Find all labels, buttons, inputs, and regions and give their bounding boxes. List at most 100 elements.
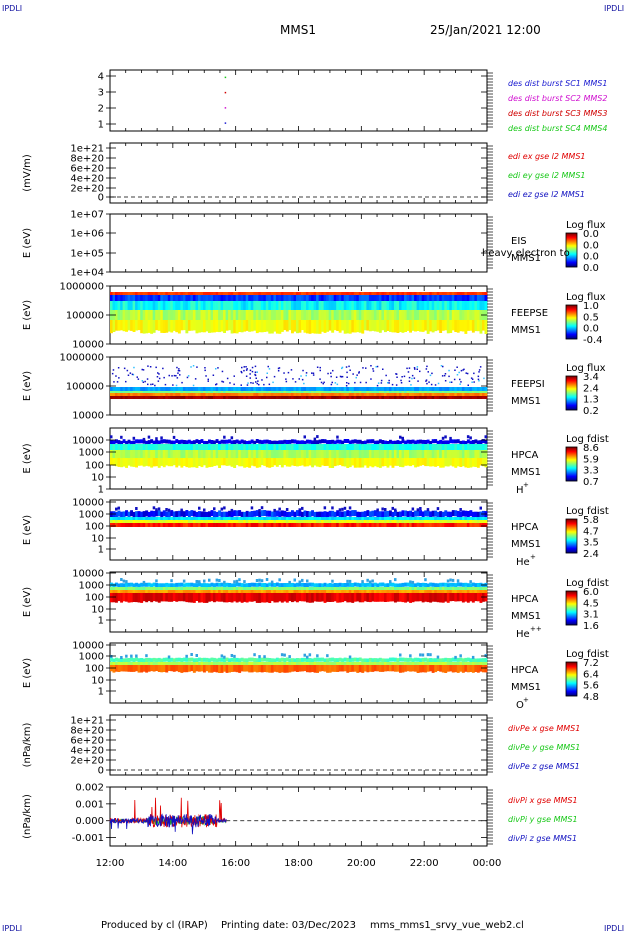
- spectrogram-cell: [341, 310, 345, 320]
- spectrogram-cell: [469, 458, 473, 468]
- spectrogram-cell: [205, 310, 209, 320]
- spectrogram-cell: [182, 292, 186, 295]
- spectrogram-cell: [316, 444, 319, 450]
- spectrogram-cell: [394, 587, 397, 590]
- spectrogram-cell: [396, 587, 400, 590]
- colorbar-step: [566, 608, 577, 610]
- spectrogram-cell: [218, 520, 221, 523]
- spectrogram-cell: [240, 590, 244, 593]
- spectrogram-cell: [451, 510, 455, 517]
- spectrogram-cell: [316, 520, 319, 523]
- spectrogram-cell: [240, 439, 244, 444]
- spectrogram-cell: [389, 510, 392, 517]
- spectrogram-cell: [482, 444, 485, 450]
- spectrogram-cell: [353, 393, 357, 396]
- hpca_h-ytick-label: 1: [98, 485, 104, 496]
- spectrogram-cell: [404, 458, 407, 466]
- spectrogram-cell: [192, 387, 196, 391]
- spectrogram-cell: [198, 506, 201, 510]
- spectrogram-cell: [268, 295, 272, 301]
- spectrogram-cell: [394, 387, 397, 391]
- spectrogram-cell: [373, 587, 377, 590]
- spectrogram-cell: [474, 387, 478, 391]
- spectrogram-cell: [110, 517, 113, 520]
- spectrogram-cell: [172, 387, 176, 391]
- spectrogram-cell: [436, 295, 440, 301]
- spectrogram-cell: [122, 310, 126, 320]
- spectrogram-dot: [355, 376, 357, 379]
- divpe-ytick-label: 6e+20: [70, 736, 104, 747]
- spectrogram-cell: [318, 444, 322, 450]
- spectrogram-cell: [182, 440, 186, 444]
- spectrogram-cell: [293, 387, 297, 391]
- spectrogram-dot: [470, 377, 473, 379]
- colorbar-step: [566, 397, 577, 399]
- colorbar-step: [566, 604, 577, 606]
- spectrogram-cell: [384, 523, 387, 527]
- spectrogram-cell: [263, 439, 267, 444]
- spectrogram-cell: [396, 440, 400, 445]
- spectrogram-cell: [265, 578, 269, 581]
- spectrogram-cell: [306, 593, 309, 603]
- spectrogram-cell: [399, 583, 402, 588]
- spectrogram-cell: [416, 301, 420, 310]
- spectrogram-cell: [195, 583, 199, 588]
- colorbar-step: [566, 469, 577, 471]
- spectrogram-cell: [208, 587, 211, 590]
- spectrogram-cell: [361, 582, 365, 587]
- spectrogram-cell: [160, 517, 164, 520]
- spectrogram-cell: [378, 310, 382, 320]
- spectrogram-cell: [331, 301, 335, 310]
- spectrogram-cell: [411, 580, 415, 584]
- spectrogram-cell: [306, 590, 309, 593]
- colorbar-step: [566, 383, 577, 385]
- spectrogram-cell: [466, 450, 470, 458]
- spectrogram-cell: [187, 523, 191, 527]
- spectrogram-dot: [137, 378, 140, 380]
- spectrogram-cell: [240, 520, 244, 523]
- spectrogram-cell: [429, 295, 433, 301]
- spectrogram-cell: [233, 301, 237, 310]
- spectrogram-cell: [333, 583, 337, 587]
- spectrogram-cell: [368, 582, 372, 587]
- spectrogram-cell: [389, 590, 392, 593]
- spectrogram-cell: [326, 458, 329, 466]
- spectrogram-cell: [177, 662, 181, 665]
- spectrogram-cell: [210, 393, 214, 396]
- spectrogram-cell: [301, 310, 304, 320]
- spectrogram-cell: [326, 523, 329, 527]
- spectrogram-cell: [270, 590, 274, 593]
- spectrogram-cell: [421, 593, 425, 603]
- hpca_he1-species-label: He: [516, 557, 530, 568]
- spectrogram-cell: [225, 665, 229, 673]
- spectrogram-cell: [341, 301, 345, 310]
- spectrogram-cell: [441, 582, 445, 587]
- spectrogram-cell: [376, 508, 379, 512]
- colorbar-step: [566, 331, 577, 333]
- spectrogram-cell: [233, 295, 237, 301]
- spectrogram-cell: [336, 295, 340, 301]
- spectrogram-cell: [373, 458, 377, 467]
- spectrogram-cell: [482, 593, 485, 602]
- spectrogram-cell: [208, 662, 211, 665]
- spectrogram-cell: [378, 320, 382, 333]
- spectrogram-cell: [140, 444, 144, 450]
- spectrogram-cell: [421, 587, 425, 590]
- spectrogram-cell: [356, 295, 360, 301]
- spectrogram-dot: [312, 372, 315, 374]
- spectrogram-cell: [373, 387, 377, 391]
- spectrogram-cell: [278, 520, 282, 523]
- spectrogram-dot: [319, 366, 321, 369]
- spectrogram-cell: [270, 391, 274, 393]
- colorbar-step: [566, 323, 577, 325]
- spectrogram-cell: [285, 523, 289, 527]
- spectrogram-cell: [278, 590, 282, 593]
- spectrogram-cell: [205, 662, 209, 665]
- spectrogram-cell: [115, 439, 118, 444]
- spectrogram-cell: [411, 517, 415, 520]
- spectrogram-cell: [195, 517, 199, 520]
- spectrogram-cell: [283, 665, 287, 673]
- spectrogram-cell: [177, 387, 181, 391]
- spectrogram-cell: [243, 593, 247, 602]
- spectrogram-cell: [391, 511, 395, 518]
